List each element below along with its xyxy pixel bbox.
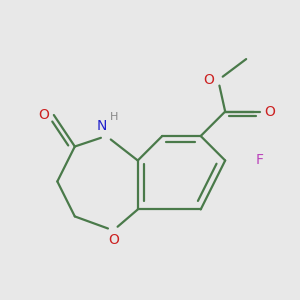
Text: F: F <box>255 154 263 167</box>
Text: O: O <box>39 108 50 122</box>
Text: O: O <box>109 233 119 247</box>
Text: H: H <box>110 112 118 122</box>
Text: N: N <box>97 119 107 133</box>
Text: O: O <box>265 104 275 118</box>
Text: O: O <box>203 73 214 87</box>
